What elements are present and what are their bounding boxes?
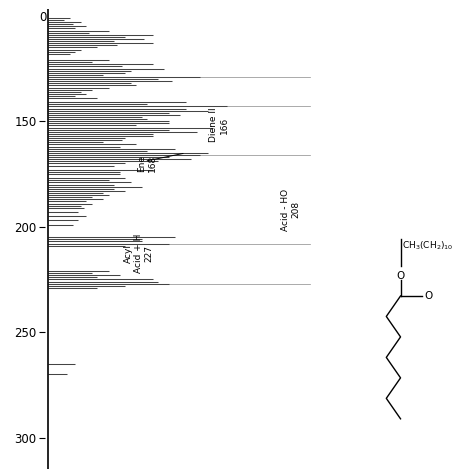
Text: O: O <box>396 271 405 281</box>
Text: O: O <box>425 291 433 301</box>
Text: Diene II
166: Diene II 166 <box>210 108 228 142</box>
Text: CH$_3$(CH$_2$)$_{10}$: CH$_3$(CH$_2$)$_{10}$ <box>401 239 453 252</box>
Text: Acid - HO
208: Acid - HO 208 <box>281 189 301 231</box>
Text: Acyl
Acid + H
227: Acyl Acid + H 227 <box>124 234 154 273</box>
Text: Ene
168: Ene 168 <box>137 155 157 172</box>
Text: 0: 0 <box>39 10 46 24</box>
